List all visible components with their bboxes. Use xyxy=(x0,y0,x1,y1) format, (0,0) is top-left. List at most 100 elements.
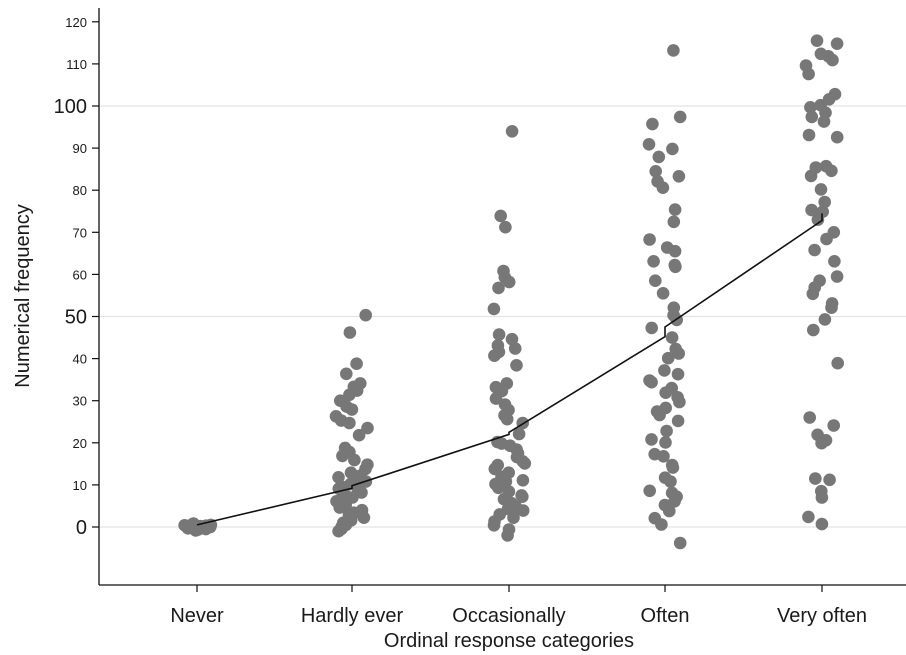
data-point xyxy=(825,164,838,178)
data-point xyxy=(828,254,841,268)
y-tick-label: 80 xyxy=(73,183,87,198)
data-point xyxy=(646,117,659,131)
data-point xyxy=(512,427,526,441)
data-point xyxy=(642,138,656,151)
data-point xyxy=(664,475,677,488)
data-point xyxy=(330,495,343,508)
y-tick-label: 20 xyxy=(73,436,87,451)
data-point xyxy=(647,254,660,268)
data-point xyxy=(668,244,682,258)
data-point xyxy=(811,213,825,226)
data-point xyxy=(830,270,844,283)
y-tick-label: 50 xyxy=(65,307,87,329)
data-point xyxy=(643,233,656,246)
data-point xyxy=(350,357,363,371)
data-point xyxy=(352,428,366,442)
data-point xyxy=(669,260,682,274)
x-tick-label: Often xyxy=(641,605,690,627)
data-point xyxy=(361,421,374,435)
y-axis-title: Numerical frequency xyxy=(12,204,34,387)
data-point xyxy=(818,195,831,209)
y-ticks: 10 20 30 40 60 70 80 90 110 120 0 50 100 xyxy=(54,15,99,539)
data-point xyxy=(667,44,680,57)
data-point xyxy=(659,436,672,449)
y-tick-label: 0 xyxy=(76,517,87,539)
data-point xyxy=(516,504,530,517)
data-point xyxy=(823,473,836,487)
data-point xyxy=(492,328,506,341)
data-point xyxy=(340,367,353,381)
data-point xyxy=(502,275,516,289)
data-point xyxy=(810,34,824,47)
data-point xyxy=(804,169,818,183)
data-point xyxy=(489,392,503,405)
y-tick-label: 40 xyxy=(73,352,87,367)
data-point xyxy=(487,302,501,316)
y-tick-label: 100 xyxy=(54,96,87,118)
data-point xyxy=(826,53,839,67)
data-point xyxy=(510,359,523,372)
y-tick-label: 10 xyxy=(73,478,87,493)
y-tick-label: 90 xyxy=(73,141,87,156)
data-point xyxy=(666,142,679,156)
data-point xyxy=(830,37,844,50)
data-point xyxy=(345,403,359,416)
data-point xyxy=(343,388,356,402)
x-ticks: Never Hardly ever Occasionally Often Very of… xyxy=(170,585,867,627)
data-point xyxy=(652,150,666,164)
x-tick-label: Very often xyxy=(777,605,867,627)
data-point xyxy=(189,520,202,533)
y-tick-label: 70 xyxy=(73,225,87,240)
data-point xyxy=(802,67,815,81)
data-point xyxy=(348,453,361,467)
data-point xyxy=(818,313,832,326)
data-points xyxy=(178,34,844,550)
data-point xyxy=(808,243,821,257)
gridlines xyxy=(100,105,906,528)
data-point xyxy=(660,424,673,438)
data-point xyxy=(673,536,687,550)
trend-line xyxy=(196,213,823,526)
data-point xyxy=(494,209,508,223)
data-point xyxy=(332,524,345,538)
data-point xyxy=(806,287,820,301)
data-point xyxy=(831,356,844,370)
data-point xyxy=(518,457,532,470)
data-point xyxy=(653,408,666,422)
data-point xyxy=(656,181,670,194)
data-point xyxy=(671,367,685,381)
data-point xyxy=(672,170,686,183)
y-tick-label: 120 xyxy=(65,15,87,30)
data-point xyxy=(665,331,679,344)
data-point xyxy=(815,436,828,450)
data-point xyxy=(645,433,658,446)
data-point xyxy=(659,386,672,400)
data-point xyxy=(805,203,818,217)
data-point xyxy=(657,450,670,463)
data-point xyxy=(501,502,515,516)
data-point xyxy=(802,128,816,142)
data-point xyxy=(359,308,373,322)
data-point xyxy=(199,522,213,536)
x-axis-title: Ordinal response categories xyxy=(384,630,634,652)
data-point xyxy=(671,414,685,428)
y-tick-label: 110 xyxy=(66,57,87,72)
data-point xyxy=(501,529,514,542)
y-tick-label: 30 xyxy=(73,394,87,409)
data-point xyxy=(825,301,838,315)
data-point xyxy=(649,274,662,288)
data-point xyxy=(495,437,508,450)
data-point xyxy=(343,326,357,339)
data-point xyxy=(492,281,505,295)
data-point xyxy=(487,519,501,532)
data-point xyxy=(815,517,829,531)
data-point xyxy=(815,491,829,504)
data-point xyxy=(656,287,670,300)
data-point xyxy=(672,347,685,360)
axes xyxy=(98,8,906,586)
data-point xyxy=(667,215,681,229)
data-point xyxy=(830,130,844,144)
data-point xyxy=(332,471,345,484)
data-point xyxy=(655,518,668,531)
